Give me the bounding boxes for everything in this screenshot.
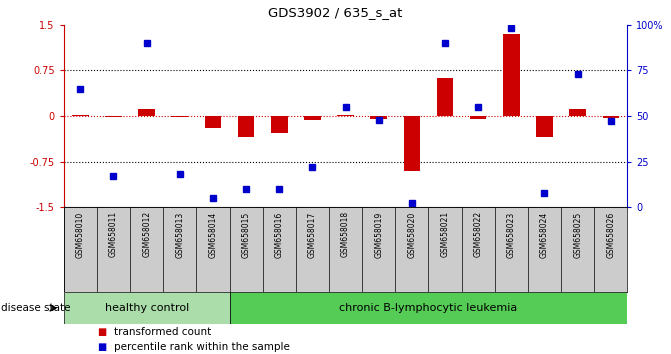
Bar [603,116,619,118]
Text: GSM658019: GSM658019 [374,211,383,258]
Text: GSM658025: GSM658025 [573,211,582,258]
Text: GSM658020: GSM658020 [407,211,417,258]
Text: GSM658011: GSM658011 [109,211,118,257]
Text: GSM658013: GSM658013 [175,211,185,258]
Bar [437,78,454,116]
Bar [470,116,486,119]
Bar [536,116,553,137]
Bar [238,116,254,137]
Text: GSM658016: GSM658016 [274,211,284,258]
FancyBboxPatch shape [64,292,229,324]
Text: GSM658024: GSM658024 [540,211,549,258]
Text: GDS3902 / 635_s_at: GDS3902 / 635_s_at [268,6,403,19]
Text: GSM658021: GSM658021 [441,211,450,257]
Text: GSM658010: GSM658010 [76,211,85,258]
Text: ■: ■ [97,327,107,337]
Bar [370,116,387,119]
Bar [205,116,221,128]
Bar [304,116,321,120]
Text: GSM658012: GSM658012 [142,211,151,257]
Bar [172,116,188,117]
Bar [271,116,288,133]
Text: disease state: disease state [1,303,71,313]
Text: healthy control: healthy control [105,303,189,313]
Bar [570,109,586,116]
Text: GSM658022: GSM658022 [474,211,482,257]
Text: GSM658023: GSM658023 [507,211,516,258]
Text: transformed count: transformed count [114,327,211,337]
Bar [138,109,155,116]
Bar [503,34,519,116]
Bar [72,115,89,116]
Text: chronic B-lymphocytic leukemia: chronic B-lymphocytic leukemia [340,303,517,313]
Text: percentile rank within the sample: percentile rank within the sample [114,342,290,352]
Text: GSM658026: GSM658026 [607,211,615,258]
Text: ■: ■ [97,342,107,352]
Bar [105,116,121,117]
Text: GSM658014: GSM658014 [209,211,217,258]
Bar [403,116,420,171]
Text: GSM658015: GSM658015 [242,211,250,258]
FancyBboxPatch shape [229,292,627,324]
Bar [338,115,354,116]
Text: GSM658017: GSM658017 [308,211,317,258]
Text: GSM658018: GSM658018 [341,211,350,257]
